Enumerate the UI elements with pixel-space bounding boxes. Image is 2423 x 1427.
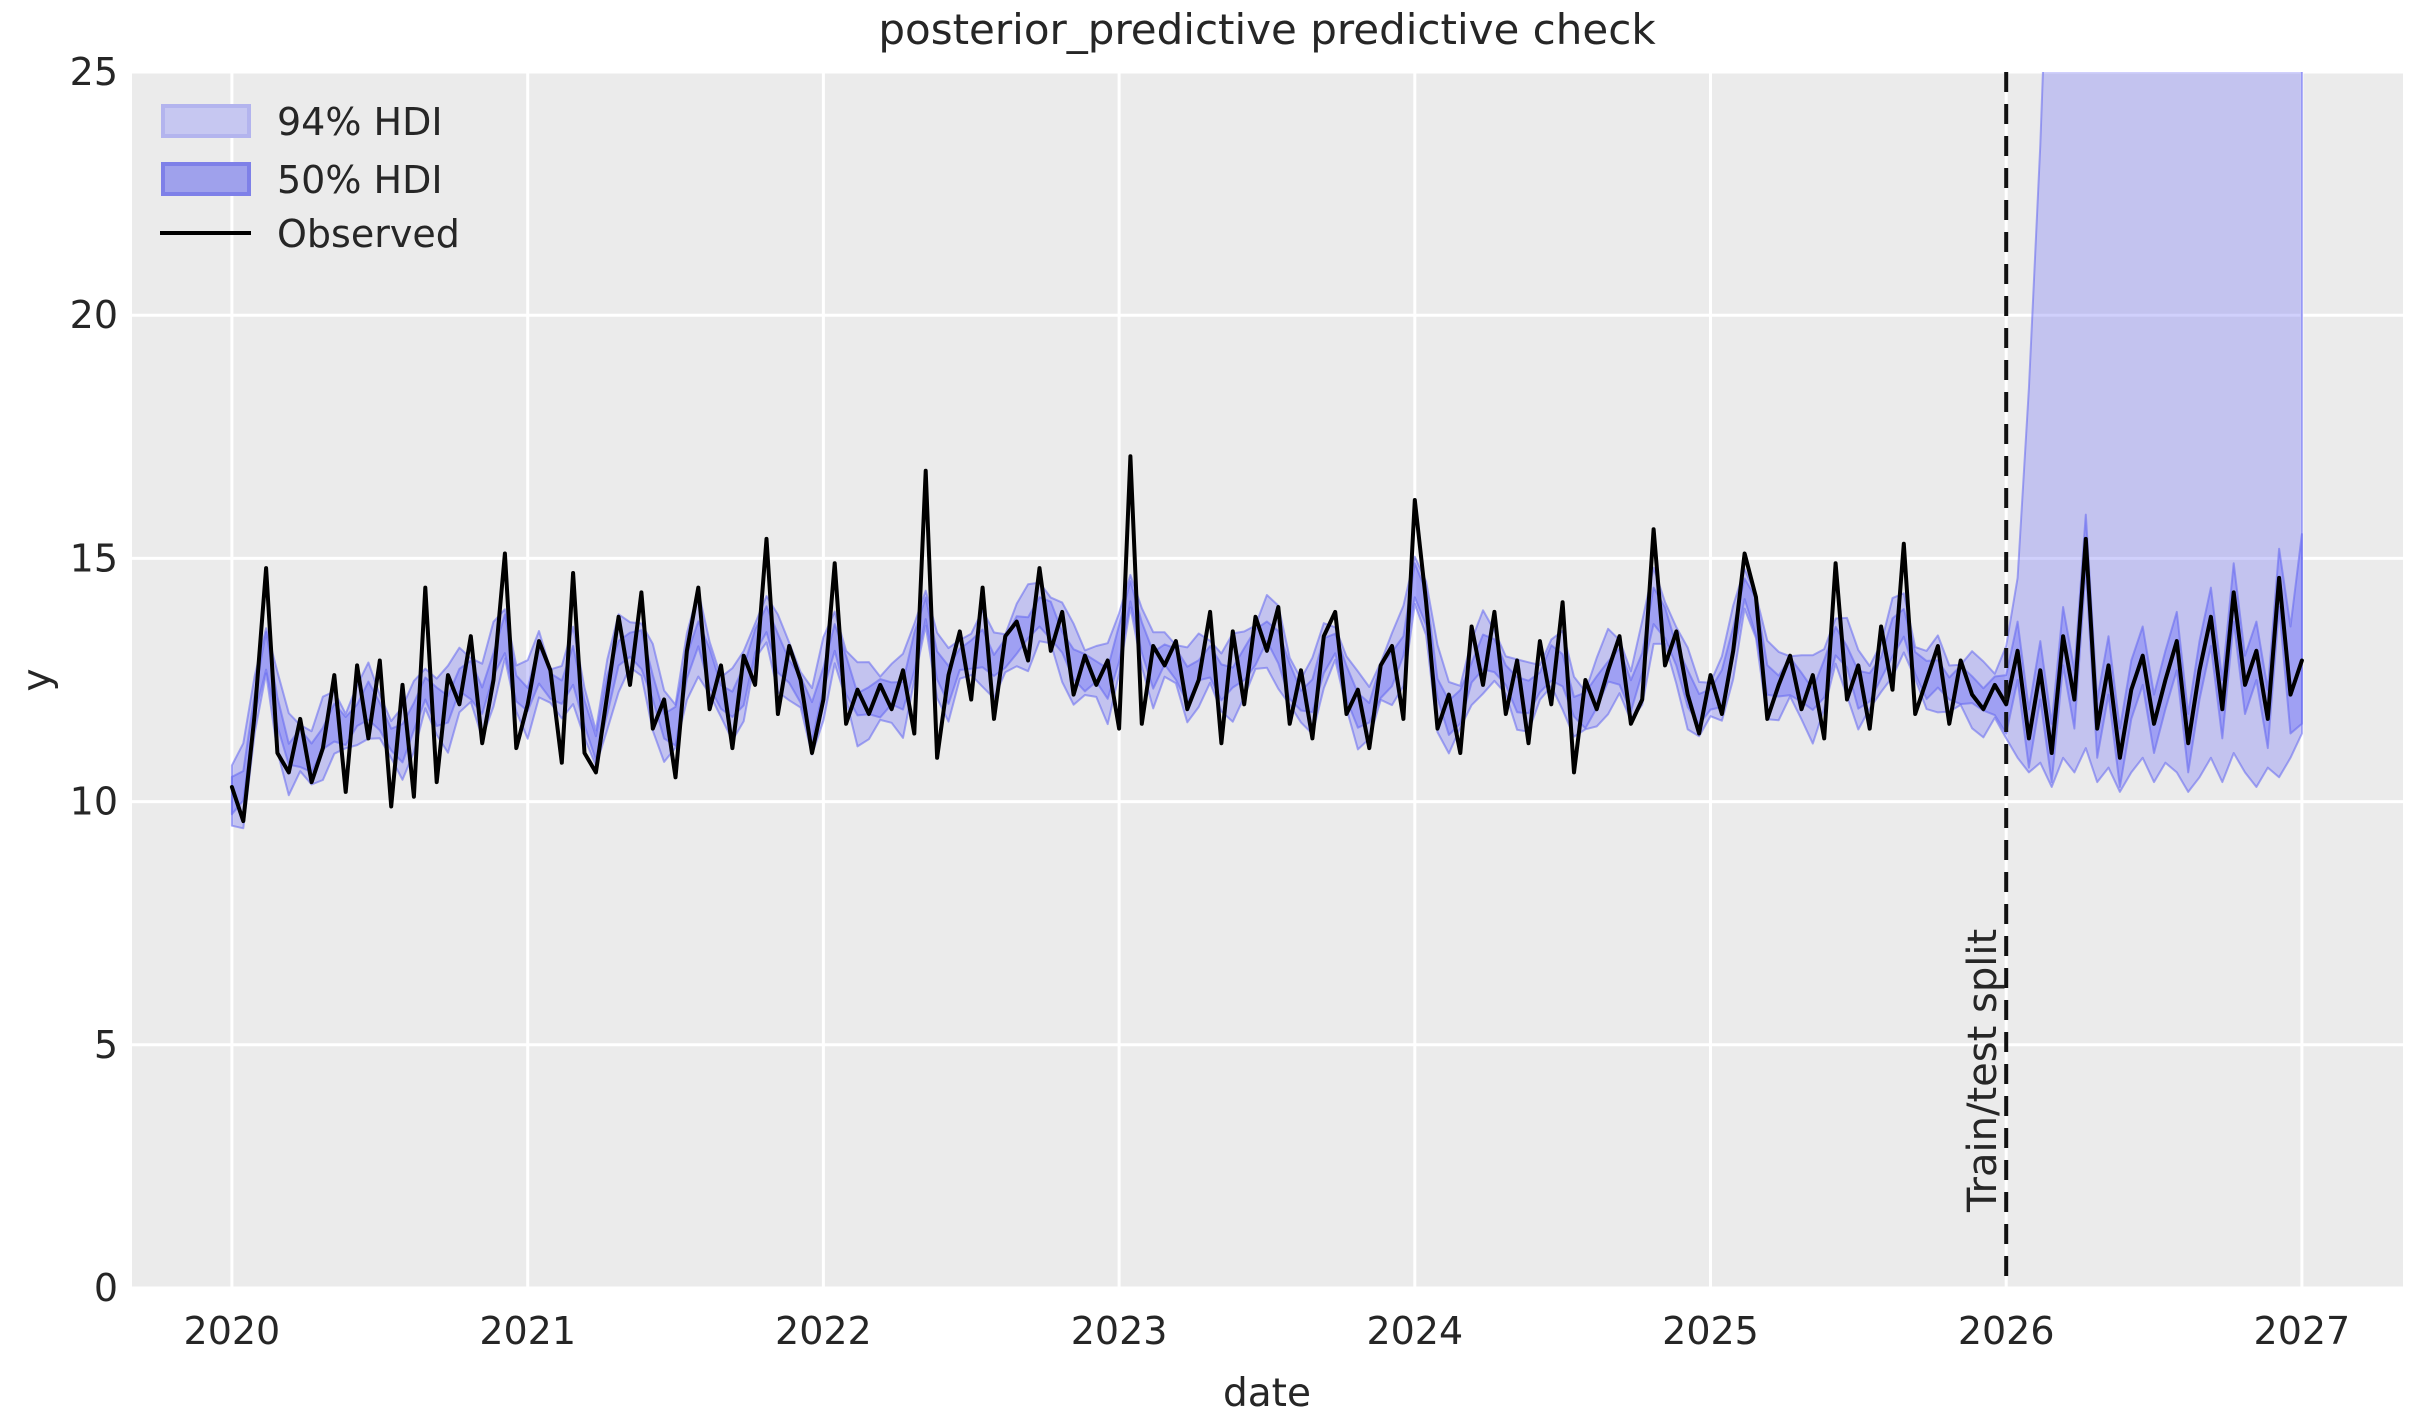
annotation-layer: Train/test split bbox=[1960, 72, 2009, 1288]
x-tick-label: 2021 bbox=[479, 1309, 576, 1353]
y-axis-label: y bbox=[15, 668, 60, 691]
x-tick-label: 2023 bbox=[1071, 1309, 1168, 1353]
y-tick-label: 15 bbox=[70, 536, 118, 580]
train-test-split-label: Train/test split bbox=[1960, 929, 2006, 1213]
legend-swatch-94-hdi bbox=[161, 104, 251, 138]
x-axis-label: date bbox=[1223, 1371, 1311, 1416]
gridlines bbox=[132, 70, 2403, 1290]
x-tick-label: 2027 bbox=[2254, 1309, 2351, 1353]
legend-item-94-hdi: 94% HDI bbox=[161, 100, 443, 144]
series-layer bbox=[229, 72, 2304, 830]
legend: 94% HDI 50% HDI Observed bbox=[160, 100, 460, 256]
legend-label-94-hdi: 94% HDI bbox=[277, 100, 443, 144]
x-tick-label: 2020 bbox=[184, 1309, 281, 1353]
legend-label-observed: Observed bbox=[277, 212, 460, 256]
x-tick-label: 2026 bbox=[1958, 1309, 2055, 1353]
hdi-94-band bbox=[230, 72, 2303, 830]
y-tick-label: 5 bbox=[94, 1023, 118, 1067]
y-tick-label: 10 bbox=[70, 780, 118, 824]
legend-item-observed: Observed bbox=[160, 212, 460, 256]
legend-swatch-50-hdi bbox=[161, 162, 251, 196]
y-tick-label: 25 bbox=[70, 50, 118, 94]
legend-label-50-hdi: 50% HDI bbox=[277, 158, 443, 202]
x-tick-label: 2025 bbox=[1662, 1309, 1759, 1353]
y-tick-label: 20 bbox=[70, 293, 118, 337]
observed-line bbox=[229, 454, 2304, 824]
y-tick-label: 0 bbox=[94, 1266, 118, 1310]
x-tick-label: 2022 bbox=[775, 1309, 872, 1353]
legend-item-50-hdi: 50% HDI bbox=[161, 158, 443, 202]
chart-title: posterior_predictive predictive check bbox=[878, 5, 1656, 54]
x-tick-label: 2024 bbox=[1366, 1309, 1463, 1353]
